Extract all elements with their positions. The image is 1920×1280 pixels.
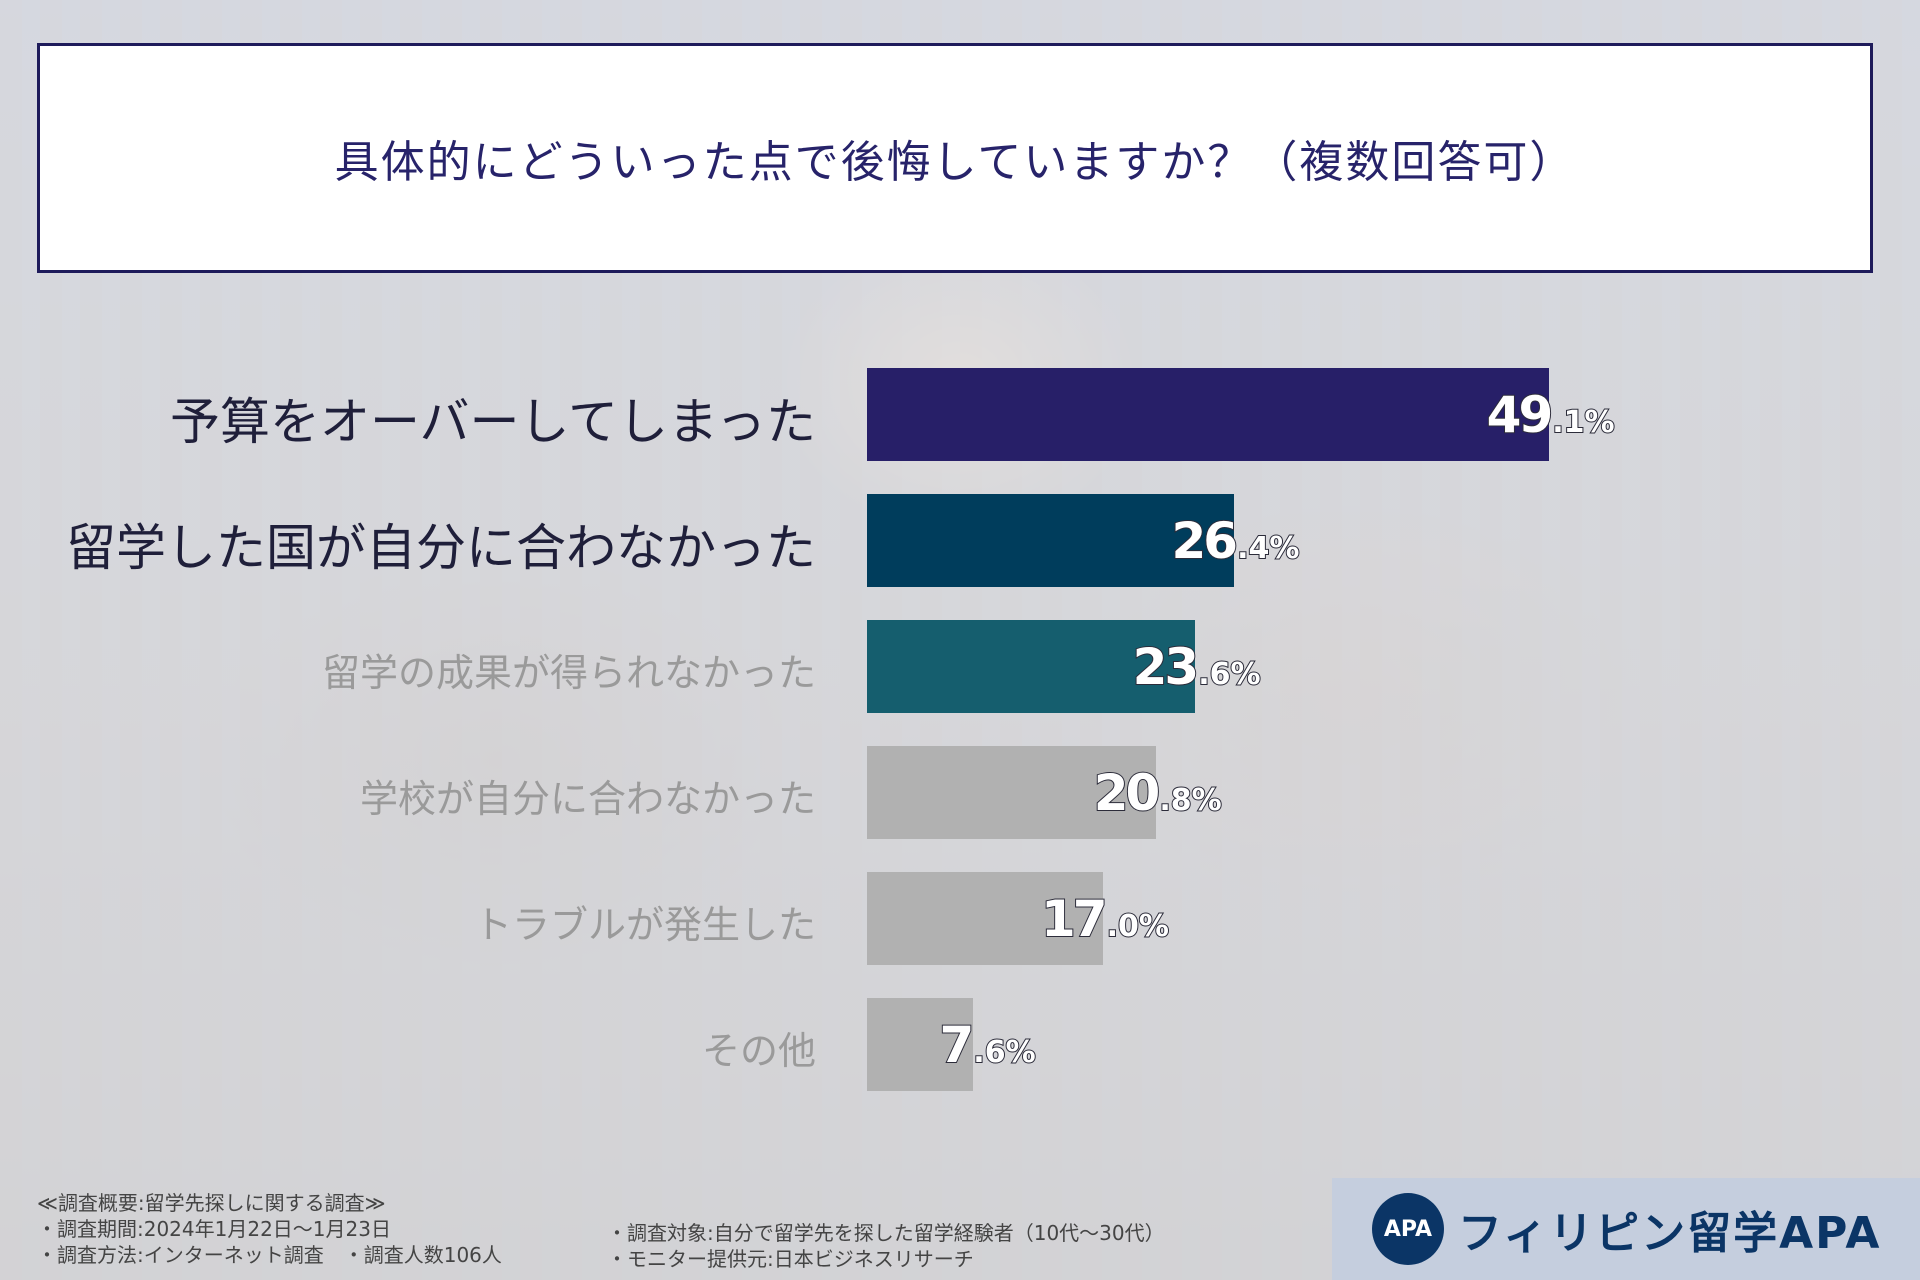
survey-target: ・調査対象:自分で留学先を探した留学経験者（10代〜30代） xyxy=(607,1221,1165,1245)
category-label: 留学の成果が得られなかった xyxy=(321,650,816,695)
bar xyxy=(867,368,1549,461)
value-label-integer: 7 xyxy=(939,1015,976,1075)
value-label-integer: 20 xyxy=(1093,763,1162,823)
bar xyxy=(867,872,1104,965)
value-label-decimal: .1% xyxy=(1551,404,1615,441)
value-label-integer: 26 xyxy=(1171,511,1240,571)
value-label-decimal: .0% xyxy=(1106,908,1170,945)
survey-method: ・調査方法:インターネット調査 ・調査人数106人 xyxy=(37,1243,502,1267)
value-label-decimal: .8% xyxy=(1158,782,1222,819)
value-label: 7.6% xyxy=(939,1015,1037,1075)
category-label: トラブルが発生した xyxy=(473,902,816,947)
value-label: 49.1% xyxy=(1486,385,1616,445)
value-label-integer: 23 xyxy=(1132,637,1201,697)
bar xyxy=(867,494,1234,587)
bar xyxy=(867,620,1195,713)
category-label: その他 xyxy=(701,1028,816,1073)
survey-notes: ≪調査概要:留学先探しに関する調査≫ ・調査期間:2024年1月22日〜1月23… xyxy=(37,1190,1317,1280)
survey-provider: ・モニター提供元:日本ビジネスリサーチ xyxy=(607,1247,974,1271)
category-label: 予算をオーバーしてしまった xyxy=(170,393,816,451)
value-label: 23.6% xyxy=(1132,637,1262,697)
value-label-integer: 49 xyxy=(1486,385,1555,445)
value-label: 17.0% xyxy=(1040,889,1170,949)
apa-globe-logo-icon: APA xyxy=(1372,1193,1444,1265)
value-label-decimal: .6% xyxy=(1197,656,1261,693)
brand-name: フィリピン留学APA xyxy=(1458,1208,1882,1259)
survey-heading: ≪調査概要:留学先探しに関する調査≫ xyxy=(37,1191,386,1215)
title-box: 具体的にどういった点で後悔していますか？（複数回答可） xyxy=(37,43,1873,273)
bar xyxy=(867,998,973,1091)
category-label: 学校が自分に合わなかった xyxy=(359,776,816,821)
value-label-integer: 17 xyxy=(1040,889,1109,949)
value-label: 26.4% xyxy=(1171,511,1301,571)
survey-period: ・調査期間:2024年1月22日〜1月23日 xyxy=(37,1217,391,1241)
value-label-decimal: .6% xyxy=(972,1034,1036,1071)
value-label: 20.8% xyxy=(1093,763,1223,823)
chart-title: 具体的にどういった点で後悔していますか？（複数回答可） xyxy=(334,137,1576,188)
brand-logo: APA フィリピン留学APA xyxy=(1332,1178,1920,1280)
bar xyxy=(867,746,1156,839)
value-label-decimal: .4% xyxy=(1236,530,1300,567)
category-label: 留学した国が自分に合わなかった xyxy=(66,519,816,577)
